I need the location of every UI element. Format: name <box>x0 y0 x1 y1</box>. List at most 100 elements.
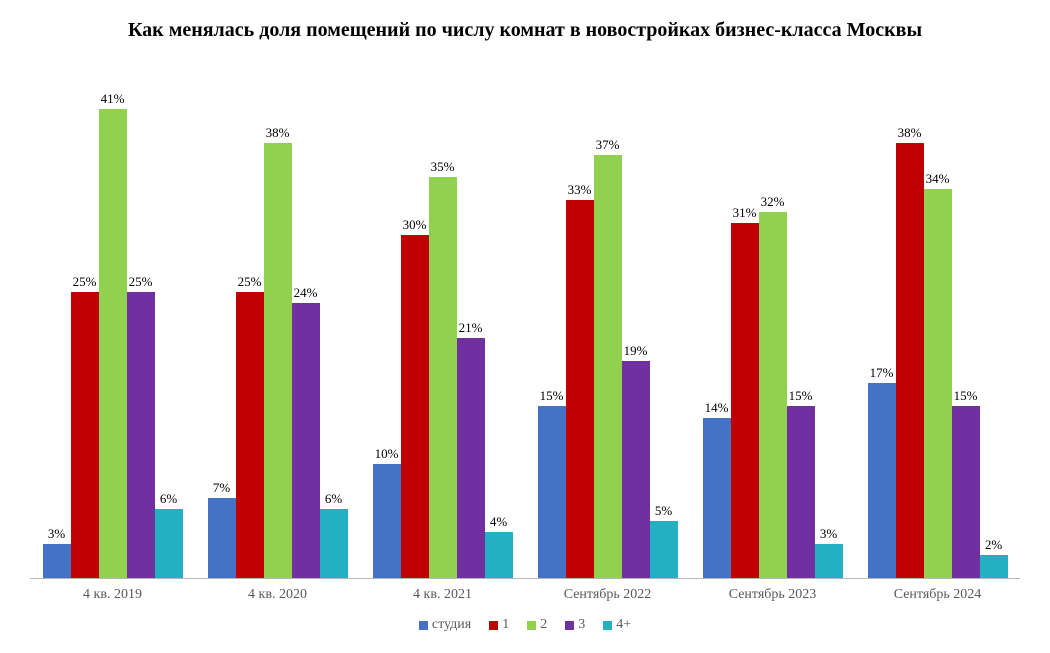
bar <box>155 509 183 578</box>
legend-item: 2 <box>527 617 547 633</box>
bar <box>622 361 650 578</box>
bar-value-label: 34% <box>926 171 950 189</box>
bar-slot: 35% <box>429 63 457 578</box>
bar <box>292 303 320 578</box>
bar-slot: 17% <box>868 63 896 578</box>
legend-swatch <box>419 621 428 630</box>
bar-slot: 38% <box>264 63 292 578</box>
bar-value-label: 24% <box>294 285 318 303</box>
bar <box>703 418 731 578</box>
bar-slot: 2% <box>980 63 1008 578</box>
bar <box>980 555 1008 578</box>
legend-label: 1 <box>502 617 509 633</box>
bar-slot: 6% <box>155 63 183 578</box>
bar-slot: 25% <box>127 63 155 578</box>
legend-item: студия <box>419 617 471 633</box>
bar-slot: 41% <box>99 63 127 578</box>
bar-slot: 15% <box>787 63 815 578</box>
bar-value-label: 41% <box>101 91 125 109</box>
bar-slot: 24% <box>292 63 320 578</box>
bar-value-label: 37% <box>596 137 620 155</box>
bar-value-label: 33% <box>568 182 592 200</box>
bar <box>71 292 99 578</box>
bar-group: 15%33%37%19%5%Сентябрь 2022 <box>525 63 690 607</box>
category-label: Сентябрь 2023 <box>690 579 855 607</box>
bar <box>815 544 843 578</box>
bar <box>650 521 678 578</box>
legend: студия 1 2 3 4+ <box>0 607 1050 653</box>
bar-value-label: 4% <box>490 514 507 532</box>
bar-group: 7% 25% 38% 24% 6% 4 кв. 2020 <box>195 63 360 607</box>
bar-slot: 10% <box>373 63 401 578</box>
bar <box>457 338 485 578</box>
bar-value-label: 17% <box>870 365 894 383</box>
bar-slot: 19% <box>622 63 650 578</box>
bar <box>401 235 429 578</box>
legend-swatch <box>603 621 612 630</box>
bar-value-label: 7% <box>213 480 230 498</box>
legend-swatch <box>527 621 536 630</box>
bar-slot: 38% <box>896 63 924 578</box>
legend-item: 4+ <box>603 617 631 633</box>
bar-value-label: 30% <box>403 217 427 235</box>
bar <box>731 223 759 578</box>
bar-slot: 3% <box>815 63 843 578</box>
bar-group-bars: 14% 31%32% 15% 3% <box>690 63 855 579</box>
bar-value-label: 14% <box>705 400 729 418</box>
bar-slot: 14% <box>703 63 731 578</box>
bar-slot: 37% <box>594 63 622 578</box>
bar <box>208 498 236 578</box>
bar-slot: 25% <box>236 63 264 578</box>
legend-swatch <box>565 621 574 630</box>
bar <box>429 177 457 578</box>
bar-value-label: 25% <box>73 274 97 292</box>
bar-slot: 5% <box>650 63 678 578</box>
bar-value-label: 38% <box>266 125 290 143</box>
bar-value-label: 32% <box>761 194 785 212</box>
bar-slot: 21% <box>457 63 485 578</box>
bar <box>896 143 924 578</box>
bar <box>924 189 952 578</box>
bar <box>99 109 127 578</box>
bar-slot: 33% <box>566 63 594 578</box>
bar-group: 14% 31%32% 15% 3% Сентябрь 2023 <box>690 63 855 607</box>
bar-slot: 30% <box>401 63 429 578</box>
bar-slot: 34% <box>924 63 952 578</box>
bar-slot: 3% <box>43 63 71 578</box>
bar <box>594 155 622 578</box>
bar-value-label: 6% <box>325 491 342 509</box>
bar-group: 10%30%35%21%4%4 кв. 2021 <box>360 63 525 607</box>
bar-value-label: 3% <box>48 526 65 544</box>
bar <box>236 292 264 578</box>
bar-value-label: 2% <box>985 537 1002 555</box>
bar-value-label: 15% <box>954 388 978 406</box>
category-label: Сентябрь 2024 <box>855 579 1020 607</box>
legend-item: 3 <box>565 617 585 633</box>
bar-slot: 6% <box>320 63 348 578</box>
bar-group-bars: 15% 33% 37%19% 5% <box>525 63 690 579</box>
category-label: 4 кв. 2020 <box>195 579 360 607</box>
bar <box>952 406 980 578</box>
bar-group-bars: 3%25%41%25%6% <box>30 63 195 579</box>
bar <box>787 406 815 578</box>
bar-value-label: 35% <box>431 159 455 177</box>
legend-label: студия <box>432 617 471 633</box>
bar-slot: 32% <box>759 63 787 578</box>
bar-value-label: 3% <box>820 526 837 544</box>
bar-group-bars: 17%38%34% 15% 2% <box>855 63 1020 579</box>
bar-slot: 4% <box>485 63 513 578</box>
legend-label: 4+ <box>616 617 631 633</box>
bar-value-label: 15% <box>540 388 564 406</box>
bar-value-label: 5% <box>655 503 672 521</box>
bar-value-label: 21% <box>459 320 483 338</box>
bar-groups: 3%25%41%25%6%4 кв. 20197%25%38%24%6%4 кв… <box>30 63 1020 607</box>
chart-container: Как менялась доля помещений по числу ком… <box>0 0 1050 653</box>
bar-value-label: 31% <box>733 205 757 223</box>
bar-group: 17%38%34% 15% 2% Сентябрь 2024 <box>855 63 1020 607</box>
bar-value-label: 10% <box>375 446 399 464</box>
legend-label: 3 <box>578 617 585 633</box>
bar-value-label: 15% <box>789 388 813 406</box>
bar-slot: 7% <box>208 63 236 578</box>
bar-value-label: 25% <box>238 274 262 292</box>
legend-item: 1 <box>489 617 509 633</box>
